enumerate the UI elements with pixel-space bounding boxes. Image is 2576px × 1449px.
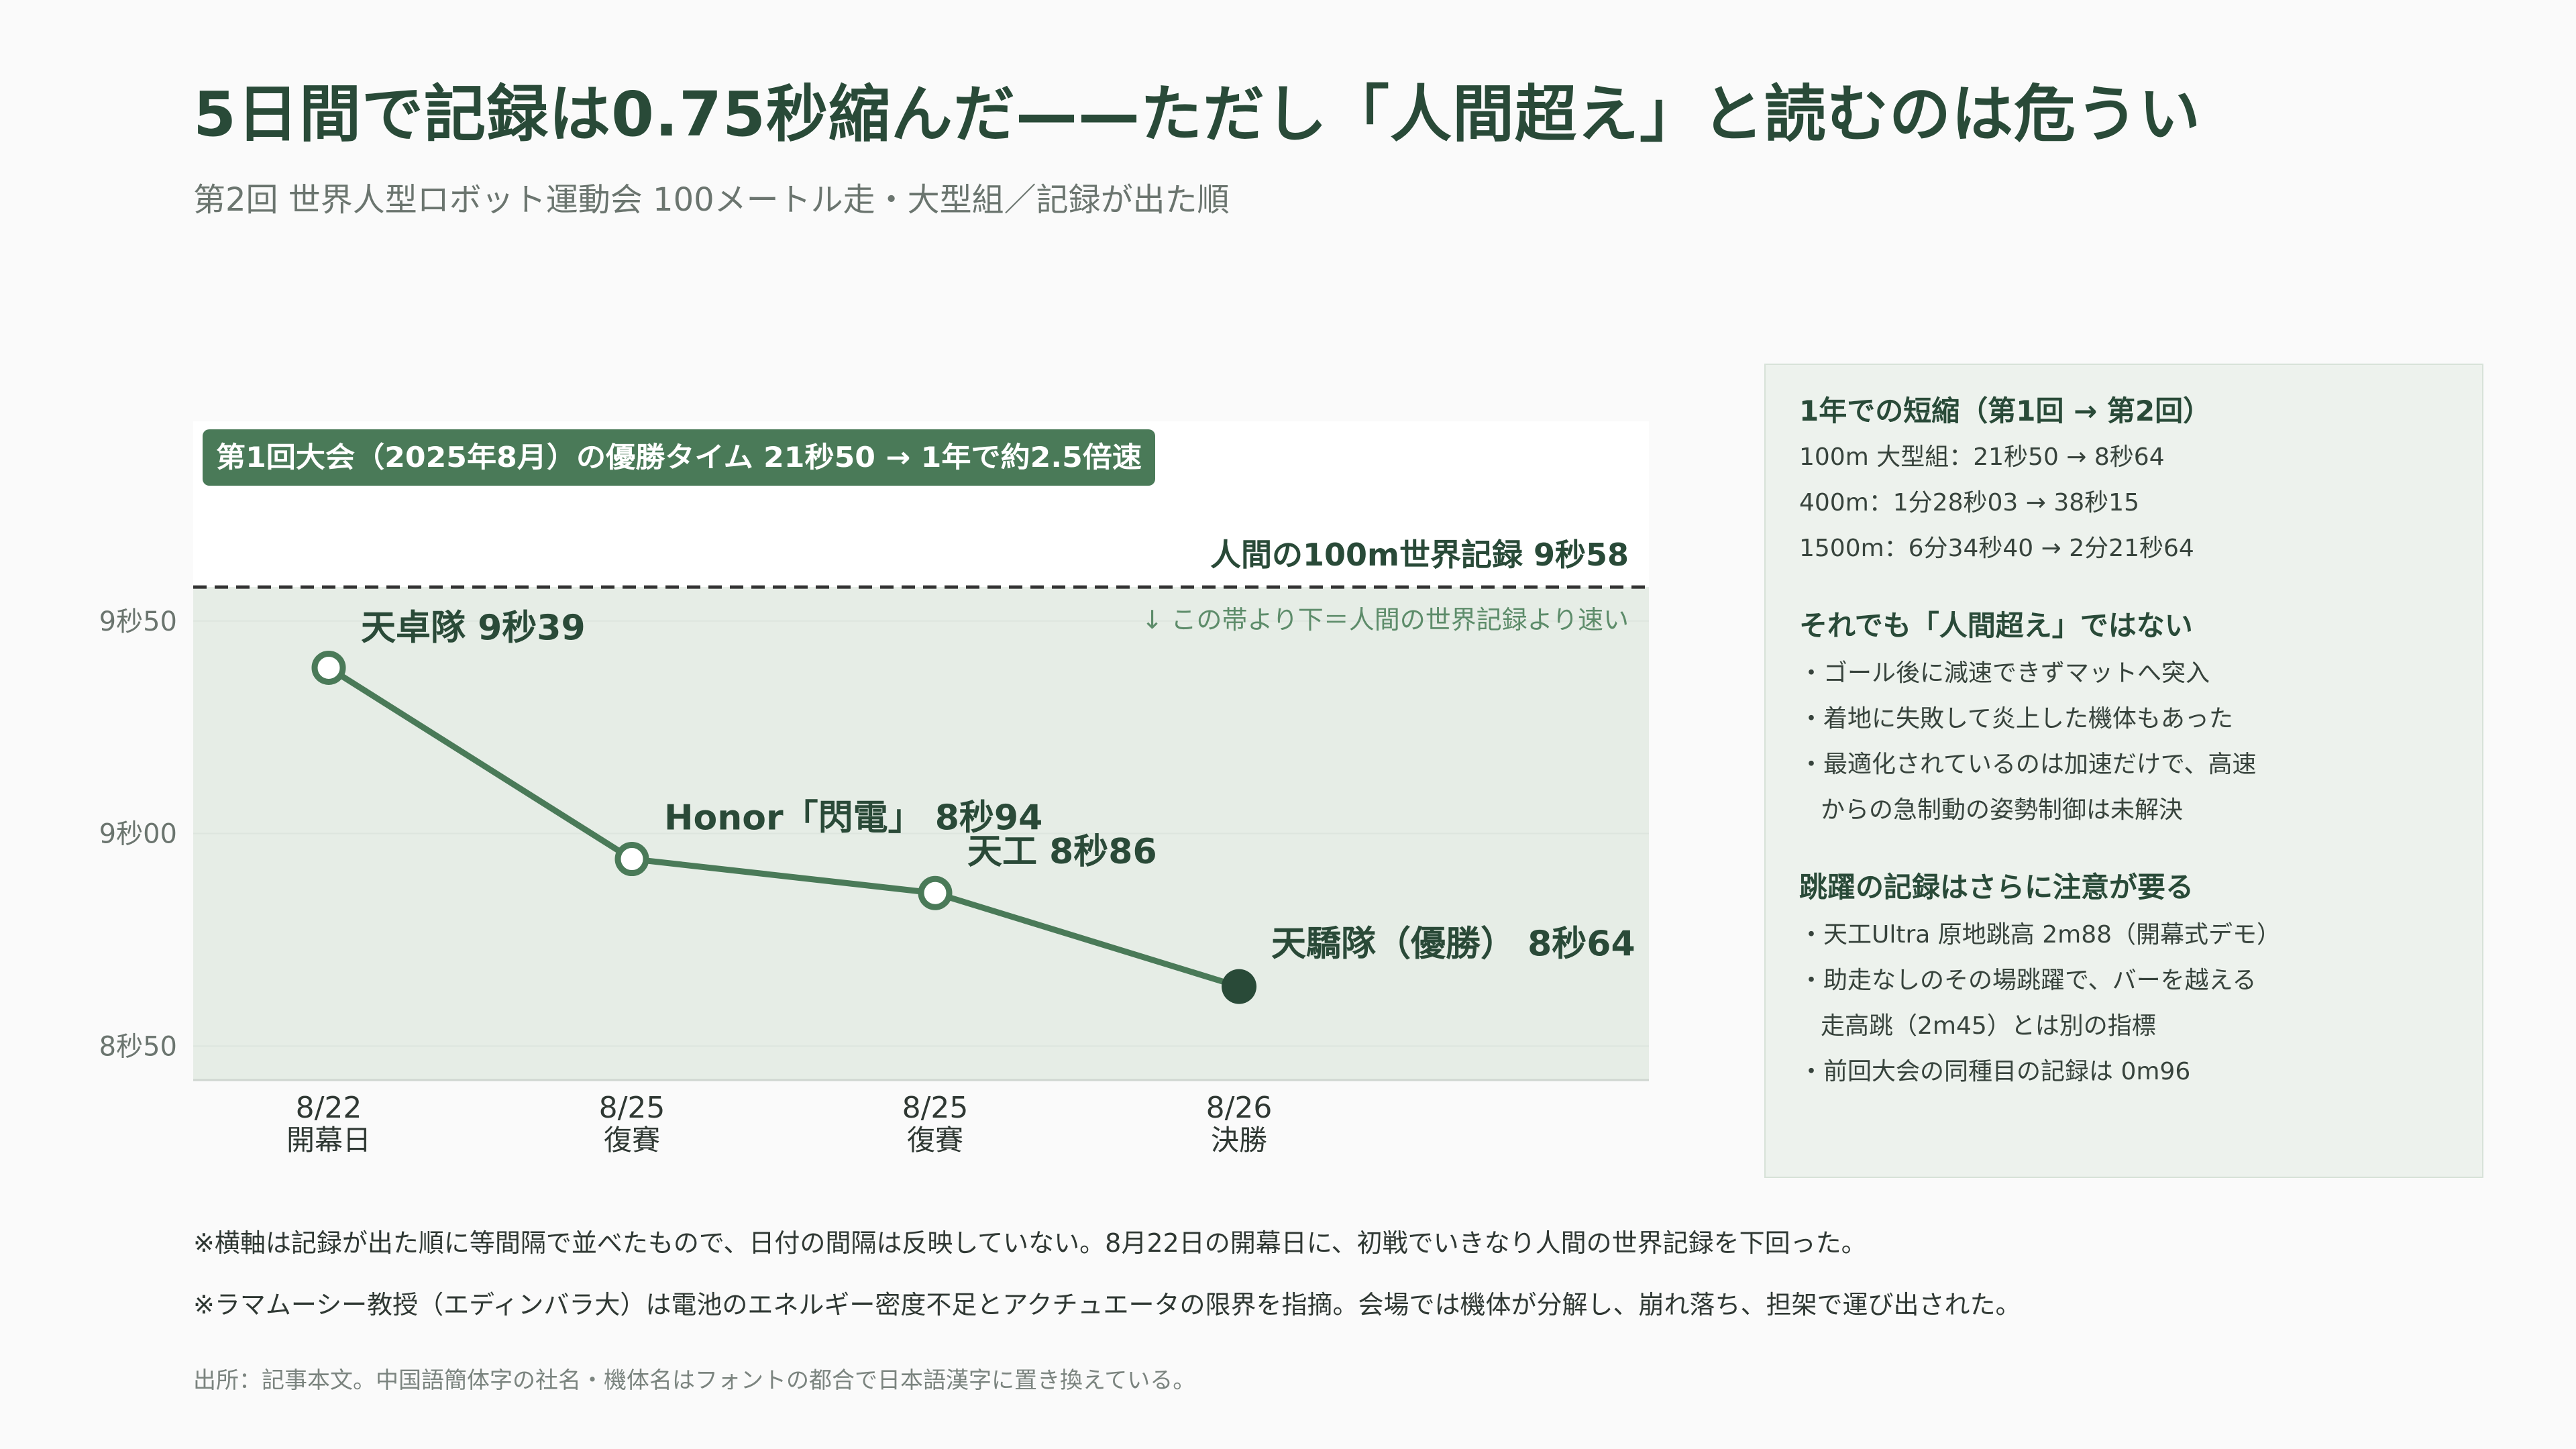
- caveat-item: ゴール後に減速できずマットへ突入: [1799, 651, 2449, 696]
- grid-lines: [193, 620, 1649, 1047]
- jump-item: 天工Ultra 原地跳高 2m88（開幕式デモ）: [1799, 912, 2449, 958]
- point-time-value: 8秒94: [935, 798, 1043, 839]
- point-team-name: 天驕隊（優勝）: [1271, 924, 1527, 965]
- point-label: Honor「閃電」 8秒94: [664, 798, 1042, 839]
- point-label: 天驕隊（優勝） 8秒64: [1271, 924, 1635, 965]
- x-tick-round: 決勝: [1211, 1124, 1267, 1157]
- panel-heading-jump: 跳躍の記録はさらに注意が要る: [1799, 871, 2194, 904]
- data-point-winner: [1222, 969, 1256, 1004]
- jump-item: 前回大会の同種目の記録は 0m96: [1799, 1049, 2449, 1095]
- jump-item: 助走なしのその場跳躍で、バーを越える: [1799, 958, 2449, 1004]
- human-world-record-label: 人間の100m世界記録 9秒58: [1210, 537, 1629, 573]
- x-tick-date: 8/26: [1206, 1091, 1273, 1125]
- jump-item-continued: 走高跳（2m45）とは別の指標: [1821, 1012, 2156, 1040]
- panel-heading-not-superhuman: それでも「人間超え」ではない: [1799, 609, 2193, 642]
- callout-box: [203, 429, 1155, 486]
- shortening-item: 100m 大型組：21秒50 → 8秒64: [1799, 443, 2165, 471]
- x-tick-date: 8/25: [599, 1091, 665, 1125]
- series-line: [327, 665, 1240, 989]
- footnote-axis: ※横軸は記録が出た順に等間隔で並べたもので、日付の間隔は反映していない。8月22…: [193, 1228, 1867, 1258]
- x-tick-round: 復賽: [604, 1124, 660, 1157]
- caveat-item: 着地に失敗して炎上した機体もあった: [1799, 696, 2449, 742]
- x-tick-round: 開幕日: [286, 1124, 371, 1157]
- data-points: [311, 650, 1256, 1004]
- point-label: 天卓隊 9秒39: [361, 608, 586, 648]
- point-team-name: Honor「閃電」: [664, 798, 935, 839]
- caveats-list: ゴール後に減速できずマットへ突入 着地に失敗して炎上した機体もあった 最適化され…: [1799, 651, 2449, 833]
- y-axis-ticks: 8秒50 9秒00 9秒50: [99, 606, 177, 1063]
- jump-list: 天工Ultra 原地跳高 2m88（開幕式デモ） 助走なしのその場跳躍で、バーを…: [1799, 912, 2449, 1095]
- caveat-item-continued: からの急制動の姿勢制御は未解決: [1821, 796, 2184, 824]
- line-chart: 人間の100m世界記録 9秒58 ↓ この帯より下＝人間の世界記録より速い 第1…: [99, 429, 1649, 1157]
- x-tick-round: 復賽: [907, 1124, 963, 1157]
- point-time-value: 9秒39: [478, 608, 586, 648]
- caveat-item: 最適化されているのは加速だけで、高速: [1799, 742, 2449, 788]
- footnote-professor: ※ラマムーシー教授（エディンバラ大）は電池のエネルギー密度不足とアクチュエータの…: [193, 1290, 2021, 1320]
- point-time-value: 8秒86: [1049, 832, 1157, 872]
- y-tick-label: 9秒00: [99, 819, 177, 850]
- x-tick-date: 8/25: [902, 1091, 969, 1125]
- point-team-name: 天卓隊: [361, 608, 478, 648]
- shortening-item: 400m：1分28秒03 → 38秒15: [1799, 489, 2139, 517]
- data-point: [918, 875, 953, 910]
- y-tick-label: 8秒50: [99, 1031, 177, 1062]
- y-tick-label: 9秒50: [99, 606, 177, 637]
- x-tick-date: 8/22: [296, 1091, 362, 1125]
- point-team-name: 天工: [967, 832, 1049, 872]
- point-time-value: 8秒64: [1527, 924, 1635, 965]
- band-label: ↓ この帯より下＝人間の世界記録より速い: [1142, 605, 1629, 635]
- chart-title: 5日間で記録は0.75秒縮んだ——ただし「人間超え」と読むのは危うい: [193, 78, 2202, 150]
- point-label: 天工 8秒86: [967, 832, 1157, 872]
- data-point: [311, 650, 346, 685]
- callout-text: 第1回大会（2025年8月）の優勝タイム 21秒50 → 1年で約2.5倍速: [216, 441, 1142, 474]
- shortening-item: 1500m：6分34秒40 → 2分21秒64: [1799, 535, 2194, 562]
- panel-heading-shortening: 1年での短縮（第1回 → 第2回）: [1799, 394, 2212, 427]
- data-point: [614, 842, 649, 877]
- chart-subtitle: 第2回 世界人型ロボット運動会 100メートル走・大型組／記録が出た順: [193, 181, 1230, 219]
- shortening-list: 100m 大型組：21秒50 → 8秒64 400m：1分28秒03 → 38秒…: [1799, 435, 2449, 572]
- side-panel: 1年での短縮（第1回 → 第2回） 100m 大型組：21秒50 → 8秒64 …: [1764, 364, 2483, 1178]
- source-note: 出所：記事本文。中国語簡体字の社名・機体名はフォントの都合で日本語漢字に置き換え…: [193, 1367, 1196, 1394]
